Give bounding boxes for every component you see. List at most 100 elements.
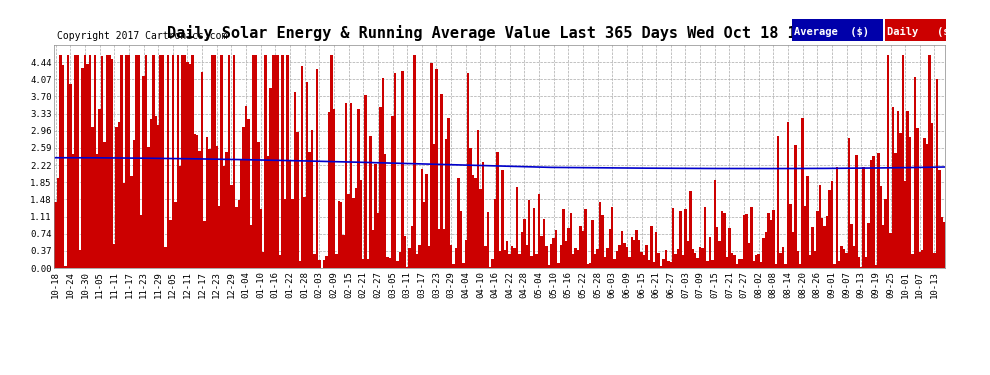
Bar xyxy=(323,260,326,268)
Bar xyxy=(479,189,482,268)
Bar xyxy=(494,199,496,268)
Bar xyxy=(301,66,304,268)
Bar xyxy=(411,226,413,268)
Bar xyxy=(123,183,126,268)
Bar xyxy=(271,55,274,268)
Bar xyxy=(106,55,108,268)
Bar xyxy=(223,166,226,268)
Bar xyxy=(135,55,138,268)
Bar xyxy=(391,116,394,268)
Bar xyxy=(909,137,911,268)
Bar xyxy=(687,241,689,268)
Bar xyxy=(228,55,231,268)
Bar xyxy=(826,216,829,268)
Bar xyxy=(56,178,59,268)
Bar xyxy=(626,248,628,268)
Bar xyxy=(750,207,752,268)
Bar xyxy=(489,267,491,268)
Bar xyxy=(446,139,447,268)
Bar xyxy=(829,190,831,268)
Bar xyxy=(284,200,286,268)
Bar xyxy=(904,180,907,268)
Bar xyxy=(591,220,594,268)
Bar xyxy=(692,249,694,268)
Bar xyxy=(745,214,747,268)
Bar xyxy=(504,251,506,268)
Bar xyxy=(257,141,259,268)
Bar xyxy=(84,55,86,268)
Bar xyxy=(349,104,352,268)
Bar xyxy=(804,206,806,268)
Bar xyxy=(267,156,269,268)
Bar xyxy=(396,261,399,268)
Bar xyxy=(841,246,842,268)
Bar xyxy=(235,207,238,268)
Bar xyxy=(472,176,474,268)
Bar xyxy=(907,111,909,268)
Bar xyxy=(882,225,884,268)
Bar xyxy=(769,220,772,268)
Bar xyxy=(870,160,872,268)
Bar xyxy=(704,207,706,268)
Bar xyxy=(633,240,636,268)
Bar xyxy=(762,238,765,268)
Bar xyxy=(71,154,74,268)
Bar xyxy=(772,210,774,268)
Bar xyxy=(564,241,567,268)
Bar xyxy=(308,152,311,268)
Bar xyxy=(203,221,206,268)
Bar xyxy=(157,125,159,268)
Bar xyxy=(413,55,416,268)
Bar xyxy=(799,264,802,268)
Bar xyxy=(259,209,262,268)
Bar xyxy=(596,249,599,268)
Bar xyxy=(345,102,347,268)
Bar xyxy=(201,72,203,268)
Bar xyxy=(454,248,457,268)
Bar xyxy=(194,134,196,268)
Bar xyxy=(916,128,919,268)
Bar xyxy=(59,55,61,268)
Bar xyxy=(557,262,559,268)
Bar xyxy=(294,92,296,268)
Bar xyxy=(736,264,738,268)
Bar xyxy=(469,148,472,268)
Bar xyxy=(787,122,789,268)
Bar xyxy=(336,254,338,268)
Bar xyxy=(526,245,528,268)
Bar xyxy=(943,222,945,268)
Bar xyxy=(660,266,662,268)
Bar xyxy=(655,232,657,268)
Bar xyxy=(243,127,245,268)
Bar xyxy=(333,108,336,268)
Bar xyxy=(443,229,446,268)
Bar xyxy=(669,262,672,268)
Bar xyxy=(733,255,736,268)
Bar xyxy=(98,110,101,268)
Bar xyxy=(939,170,940,268)
Bar xyxy=(423,201,426,268)
Bar xyxy=(892,107,894,268)
Bar xyxy=(811,227,814,268)
Bar xyxy=(657,253,660,268)
Bar xyxy=(352,198,354,268)
Bar xyxy=(819,185,821,268)
Bar xyxy=(650,226,652,268)
Bar xyxy=(636,230,638,268)
Bar xyxy=(569,213,572,268)
Bar xyxy=(514,248,516,268)
Bar xyxy=(467,72,469,268)
Bar xyxy=(919,252,921,268)
Bar xyxy=(291,199,294,268)
Bar xyxy=(716,227,719,268)
Bar xyxy=(536,254,538,268)
Bar xyxy=(91,127,93,268)
Bar xyxy=(174,202,176,268)
Bar xyxy=(486,212,489,268)
Bar xyxy=(619,245,621,268)
Bar xyxy=(166,55,169,268)
Bar xyxy=(338,201,340,268)
Bar xyxy=(584,209,587,268)
Bar xyxy=(179,165,181,268)
Bar xyxy=(872,156,874,268)
